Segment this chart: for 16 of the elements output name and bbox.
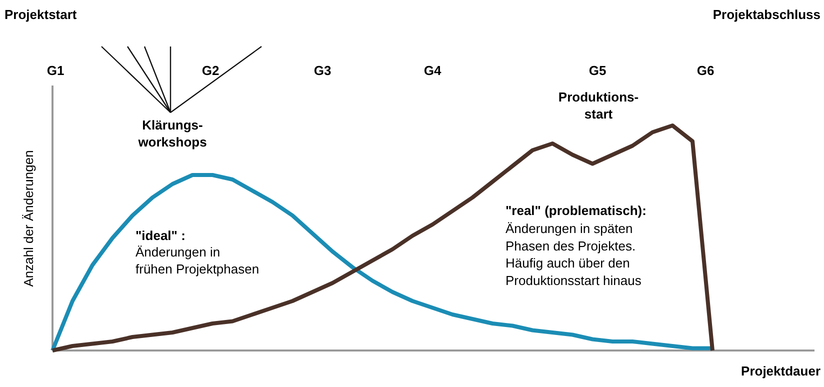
annotation: Klärungs- workshops bbox=[137, 117, 207, 150]
text: G6 bbox=[696, 63, 714, 78]
annotation: Änderungen in frühen Projektphasen bbox=[136, 244, 260, 277]
text: Projektstart bbox=[4, 7, 78, 22]
annotation: "ideal" : bbox=[136, 228, 186, 243]
text: G1 bbox=[46, 63, 64, 78]
text: Projektabschluss bbox=[712, 7, 820, 22]
text: Produktions- start bbox=[558, 89, 639, 122]
annotation: Änderungen in späten Phasen des Projektes. Häufig auch über den Produktionsstart hinaus bbox=[506, 221, 642, 288]
y-axis-title: Anzahl der Änderungen bbox=[21, 150, 36, 287]
x-axis-title: Projektdauer bbox=[741, 364, 821, 378]
annotation: "real" (problematisch): bbox=[506, 203, 646, 218]
text: G5 bbox=[588, 63, 606, 78]
text: G3 bbox=[314, 63, 332, 78]
text: G2 bbox=[202, 63, 220, 78]
text: G4 bbox=[424, 63, 442, 78]
